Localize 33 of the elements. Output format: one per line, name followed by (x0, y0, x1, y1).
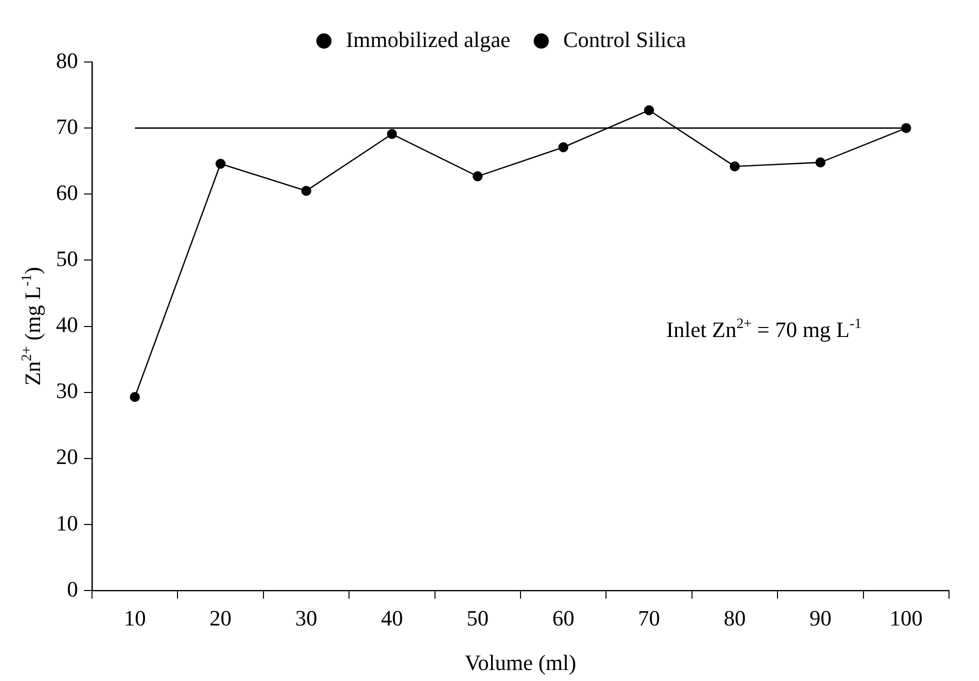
point (558, 142, 568, 152)
point (644, 105, 654, 116)
x-tick-label: 30 (295, 606, 318, 631)
x-tick-label: 80 (724, 606, 746, 631)
y-tick-label: 50 (56, 246, 78, 272)
point (901, 123, 912, 134)
y-axis-title: Zn2+ (mg L-1) (19, 266, 45, 386)
point (472, 171, 483, 182)
point (730, 161, 740, 172)
x-tick-label: 40 (380, 606, 403, 631)
y-tick-label: 10 (56, 510, 78, 536)
x-tick-label: 50 (466, 606, 489, 631)
y-tick-label: 60 (56, 180, 78, 205)
legend-label: Immobilized algae (346, 26, 510, 52)
x-tick-label: 70 (638, 606, 660, 631)
y-tick-label: 20 (56, 444, 78, 470)
point (386, 129, 397, 140)
x-tick-label: 10 (124, 606, 146, 631)
y-tick-label: 40 (56, 312, 78, 338)
y-tick-label: 0 (67, 576, 78, 602)
y-tick-label: 80 (56, 48, 78, 73)
x-tick-label: 60 (552, 606, 574, 631)
point (216, 158, 226, 169)
legend-label: Control Silica (563, 26, 686, 52)
y-tick-label: 70 (56, 114, 78, 139)
y-tick-label: 30 (56, 378, 78, 404)
x-tick-label: 90 (809, 606, 832, 631)
x-tick-label: 100 (890, 606, 923, 631)
point (815, 157, 826, 168)
x-tick-label: 20 (210, 606, 232, 631)
point (130, 392, 140, 402)
x-axis-title: Volume (ml) (464, 650, 576, 675)
point (301, 186, 312, 196)
